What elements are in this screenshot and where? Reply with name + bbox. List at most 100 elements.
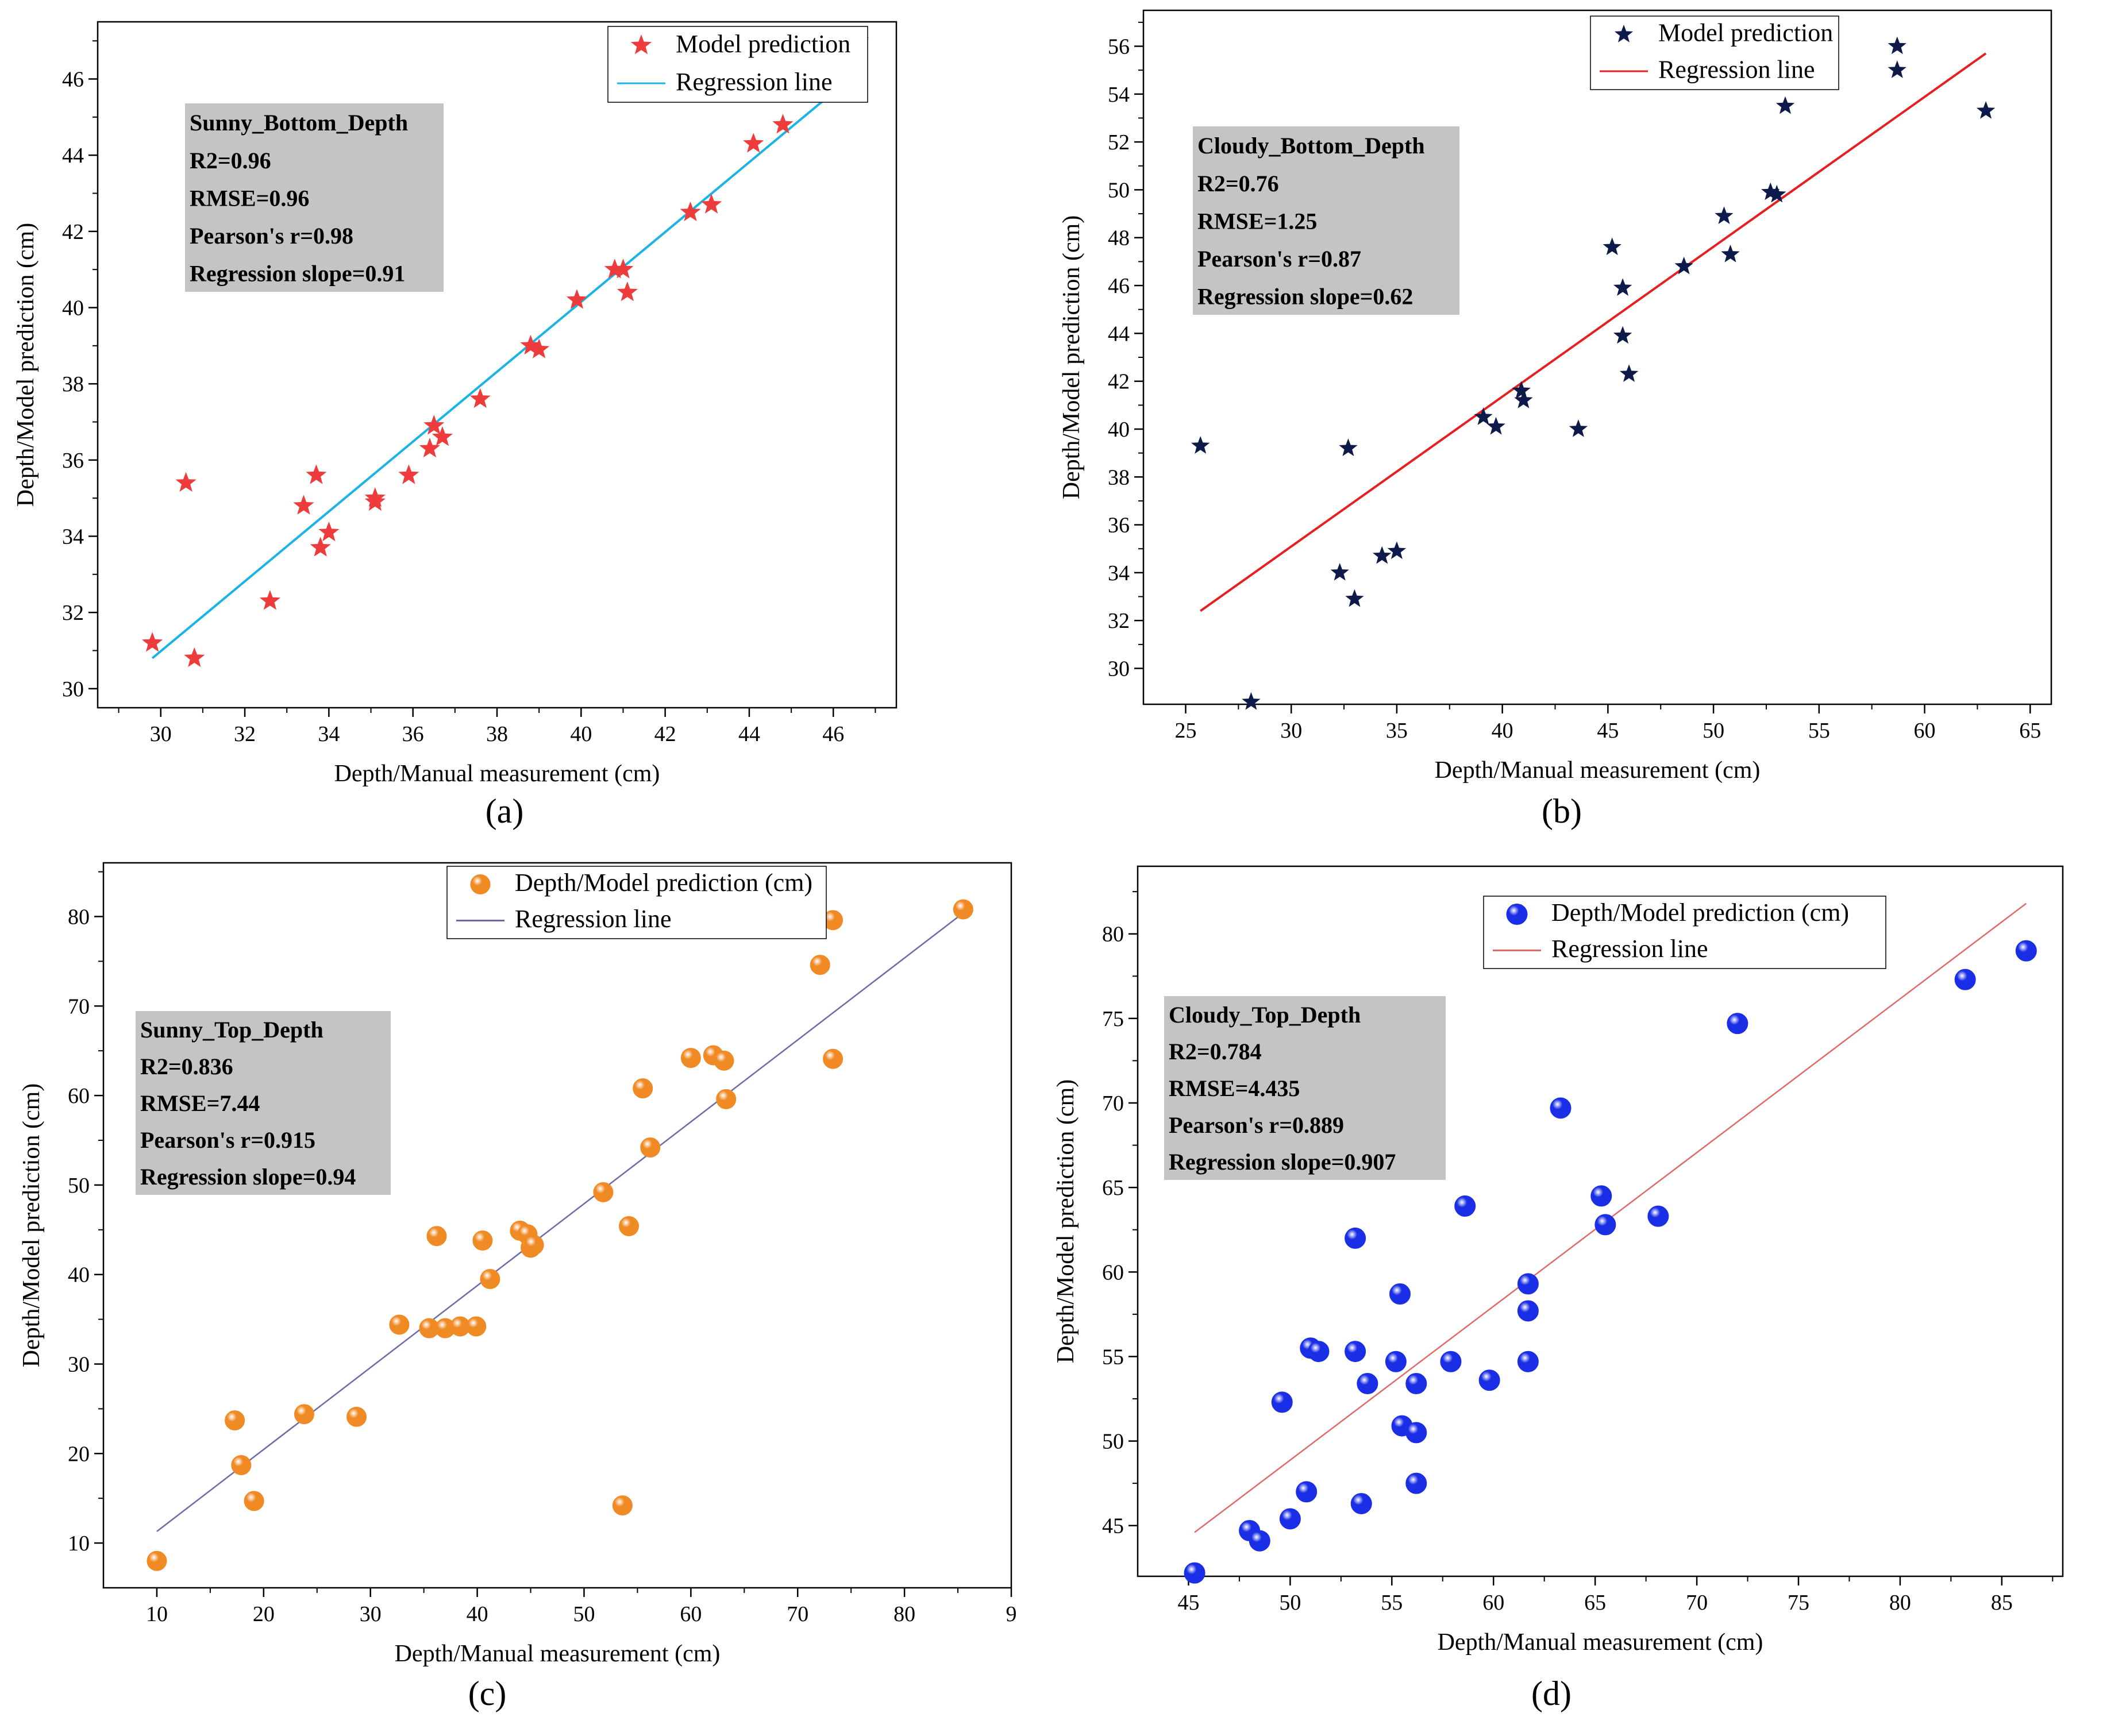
data-point	[1279, 1508, 1301, 1530]
y-tick-label: 56	[1108, 34, 1130, 59]
x-tick-label: 55	[1808, 719, 1830, 743]
data-point	[1242, 692, 1261, 710]
data-point	[1454, 1195, 1476, 1217]
data-point	[617, 281, 638, 302]
y-tick-label: 60	[68, 1084, 90, 1108]
legend-entry: Regression line	[1551, 935, 1708, 963]
x-axis-title: Depth/Manual measurement (cm)	[334, 761, 660, 787]
stats-line: RMSE=0.96	[190, 185, 309, 211]
data-point	[1517, 1300, 1539, 1322]
x-tick-label: 75	[1788, 1591, 1809, 1615]
x-tick-label: 50	[573, 1602, 595, 1626]
data-point	[520, 334, 541, 355]
y-tick-label: 54	[1108, 83, 1130, 107]
legend-entry: Regression line	[515, 905, 672, 933]
data-point	[612, 1495, 633, 1516]
data-point	[318, 521, 340, 542]
y-tick-label: 38	[1108, 465, 1130, 489]
x-tick-label: 60	[680, 1602, 702, 1626]
y-tick-label: 50	[1102, 1430, 1124, 1454]
x-tick-label: 45	[1177, 1591, 1199, 1615]
x-tick-label: 65	[2019, 719, 2041, 743]
x-tick-label: 38	[486, 722, 508, 746]
y-tick-label: 30	[1108, 657, 1130, 681]
data-point	[523, 1235, 544, 1255]
data-point	[1191, 436, 1210, 454]
data-point	[419, 437, 440, 458]
data-point	[423, 415, 445, 435]
y-tick-label: 75	[1102, 1007, 1124, 1031]
y-tick-label: 70	[1102, 1091, 1124, 1116]
panel-label: (a)	[486, 792, 524, 830]
data-point	[294, 1404, 314, 1425]
y-tick-label: 30	[68, 1352, 90, 1376]
data-point	[640, 1137, 661, 1158]
regression-line	[156, 912, 964, 1532]
data-point	[680, 201, 701, 221]
y-tick-label: 80	[68, 905, 90, 929]
stats-line: Pearson's r=0.889	[1169, 1112, 1344, 1138]
y-tick-label: 32	[62, 601, 84, 625]
data-point	[231, 1455, 252, 1476]
data-point	[1405, 1422, 1427, 1444]
stats-line: Regression slope=0.94	[140, 1164, 356, 1190]
y-tick-label: 44	[1108, 322, 1130, 346]
y-tick-label: 55	[1102, 1345, 1124, 1369]
y-axis-title: Depth/Model prediction (cm)	[1053, 1079, 1079, 1364]
y-tick-label: 10	[68, 1531, 90, 1556]
legend-marker	[1506, 904, 1528, 925]
x-tick-label: 30	[150, 722, 172, 746]
panel-label: (b)	[1542, 792, 1582, 830]
data-point	[346, 1406, 367, 1427]
data-point	[1888, 36, 1906, 55]
x-tick-label: 25	[1174, 719, 1196, 743]
data-point	[1184, 1562, 1205, 1584]
data-point	[142, 632, 163, 652]
legend-entry: Model prediction	[1658, 19, 1833, 47]
y-tick-label: 46	[62, 68, 84, 92]
y-tick-label: 34	[62, 525, 84, 549]
data-point	[2015, 940, 2037, 962]
data-point	[1405, 1373, 1427, 1395]
stats-box	[1193, 126, 1459, 315]
stats-line: Regression slope=0.907	[1169, 1149, 1396, 1175]
data-point	[310, 537, 331, 557]
y-tick-label: 52	[1108, 130, 1130, 155]
data-point	[1976, 101, 1996, 119]
panel-label: (c)	[468, 1675, 507, 1712]
data-point	[389, 1314, 410, 1335]
data-point	[426, 1226, 447, 1247]
data-point	[1512, 381, 1531, 399]
data-point	[1569, 419, 1588, 437]
x-tick-label: 20	[253, 1602, 275, 1626]
legend-box	[446, 866, 827, 939]
data-point	[293, 495, 314, 515]
x-axis-title: Depth/Manual measurement (cm)	[1438, 1629, 1763, 1656]
x-tick-label: 40	[1492, 719, 1513, 743]
stats-line: Pearson's r=0.98	[190, 223, 353, 249]
data-point	[225, 1410, 245, 1431]
data-point	[1517, 1273, 1539, 1295]
stats-title: Cloudy_Bottom_Depth	[1197, 133, 1425, 159]
data-point	[184, 647, 205, 668]
data-point	[1619, 364, 1639, 382]
data-point	[1715, 206, 1734, 224]
legend-box	[1590, 16, 1839, 90]
stats-title: Cloudy_Top_Depth	[1169, 1002, 1361, 1028]
data-point	[1478, 1369, 1500, 1391]
x-tick-label: 40	[570, 722, 592, 746]
y-tick-label: 42	[62, 220, 84, 244]
data-point	[810, 955, 830, 975]
x-tick-label: 70	[787, 1602, 808, 1626]
panel-label: (d)	[1531, 1675, 1572, 1712]
data-point	[469, 388, 491, 408]
data-point	[1761, 182, 1780, 200]
stats-line: RMSE=4.435	[1169, 1075, 1300, 1101]
x-tick-label: 60	[1482, 1591, 1504, 1615]
data-point	[619, 1216, 640, 1237]
data-point	[1647, 1205, 1669, 1227]
x-tick-label: 44	[738, 722, 760, 746]
data-point	[1550, 1097, 1572, 1119]
x-tick-label: 32	[234, 722, 256, 746]
stats-line: Pearson's r=0.915	[140, 1127, 315, 1153]
